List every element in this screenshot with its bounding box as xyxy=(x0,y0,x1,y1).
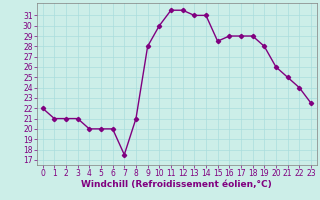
X-axis label: Windchill (Refroidissement éolien,°C): Windchill (Refroidissement éolien,°C) xyxy=(81,180,272,189)
